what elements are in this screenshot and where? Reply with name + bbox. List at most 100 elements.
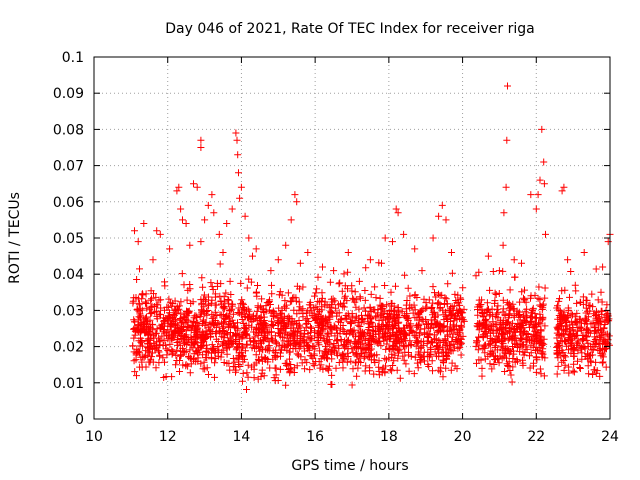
- data-point: [411, 332, 419, 340]
- data-point: [146, 335, 154, 343]
- data-point: [553, 304, 561, 312]
- data-point: [335, 318, 342, 326]
- data-point: [506, 328, 513, 336]
- data-point: [598, 298, 606, 306]
- data-point: [287, 216, 295, 224]
- data-point: [592, 358, 600, 366]
- data-point: [356, 293, 364, 301]
- data-point: [211, 290, 219, 298]
- data-point: [392, 331, 400, 339]
- data-point: [388, 345, 396, 352]
- data-point: [555, 331, 563, 339]
- data-point: [294, 338, 302, 346]
- data-point: [286, 355, 293, 363]
- data-point: [442, 364, 450, 372]
- data-point: [510, 326, 518, 333]
- data-point: [428, 320, 435, 327]
- data-point: [503, 136, 511, 144]
- grid: [94, 57, 610, 419]
- data-point: [234, 319, 241, 327]
- data-point: [340, 303, 348, 311]
- data-point: [396, 339, 404, 347]
- data-point: [131, 227, 138, 235]
- data-point: [189, 344, 197, 352]
- data-point: [129, 299, 137, 307]
- data-point: [168, 302, 176, 310]
- data-point: [282, 241, 290, 249]
- data-point: [475, 356, 483, 364]
- data-point: [484, 252, 492, 260]
- data-point: [351, 288, 359, 296]
- data-point: [219, 324, 227, 332]
- data-point: [293, 350, 301, 358]
- data-point: [414, 337, 421, 345]
- data-point: [560, 314, 568, 322]
- data-point: [228, 205, 236, 213]
- data-point: [432, 313, 439, 321]
- data-point: [212, 323, 220, 331]
- data-point: [555, 297, 563, 305]
- data-point: [286, 367, 294, 375]
- data-point: [534, 294, 542, 302]
- data-point: [339, 322, 347, 329]
- data-point: [417, 356, 425, 363]
- data-point: [307, 328, 314, 336]
- data-point: [480, 343, 488, 351]
- data-point: [203, 348, 210, 356]
- data-point: [283, 360, 291, 368]
- data-point: [275, 329, 282, 337]
- data-point: [261, 330, 269, 338]
- data-point: [440, 339, 448, 347]
- data-point: [542, 230, 549, 238]
- data-point: [239, 352, 247, 360]
- data-point: [453, 365, 461, 373]
- data-point: [521, 296, 529, 304]
- data-point: [433, 352, 440, 360]
- data-point: [511, 358, 519, 366]
- data-point: [413, 322, 420, 330]
- data-point: [177, 332, 185, 340]
- data-point: [261, 333, 269, 341]
- data-point: [150, 290, 157, 298]
- data-point: [305, 346, 313, 354]
- data-point: [193, 183, 201, 191]
- data-point: [347, 318, 355, 326]
- data-point: [158, 320, 166, 328]
- data-point: [270, 374, 278, 382]
- data-point: [344, 268, 352, 276]
- data-point: [457, 321, 465, 329]
- data-point: [561, 313, 569, 321]
- data-point: [588, 290, 596, 298]
- data-point: [527, 341, 535, 349]
- data-point: [301, 338, 309, 346]
- data-point: [430, 309, 438, 317]
- data-point: [375, 357, 383, 365]
- data-point: [202, 318, 210, 326]
- data-point: [211, 349, 219, 357]
- data-point: [594, 316, 602, 324]
- data-point: [507, 333, 515, 341]
- data-point: [190, 356, 197, 364]
- data-point: [524, 331, 532, 338]
- data-point: [151, 308, 159, 316]
- data-point: [381, 234, 389, 242]
- data-point: [254, 282, 261, 289]
- data-point: [534, 191, 542, 199]
- data-point: [152, 364, 160, 372]
- data-point: [576, 315, 584, 323]
- data-point: [235, 169, 242, 177]
- data-point: [362, 264, 370, 272]
- data-point: [494, 302, 502, 310]
- data-point: [243, 341, 251, 349]
- data-point: [447, 366, 455, 374]
- data-point: [586, 307, 594, 315]
- data-point: [422, 299, 430, 307]
- data-point: [353, 343, 361, 350]
- data-point: [303, 319, 311, 327]
- data-point: [372, 294, 380, 302]
- data-point: [558, 346, 566, 354]
- plot-frame: [93, 56, 611, 420]
- data-point: [570, 368, 578, 376]
- data-point: [267, 267, 275, 275]
- data-point: [310, 304, 318, 312]
